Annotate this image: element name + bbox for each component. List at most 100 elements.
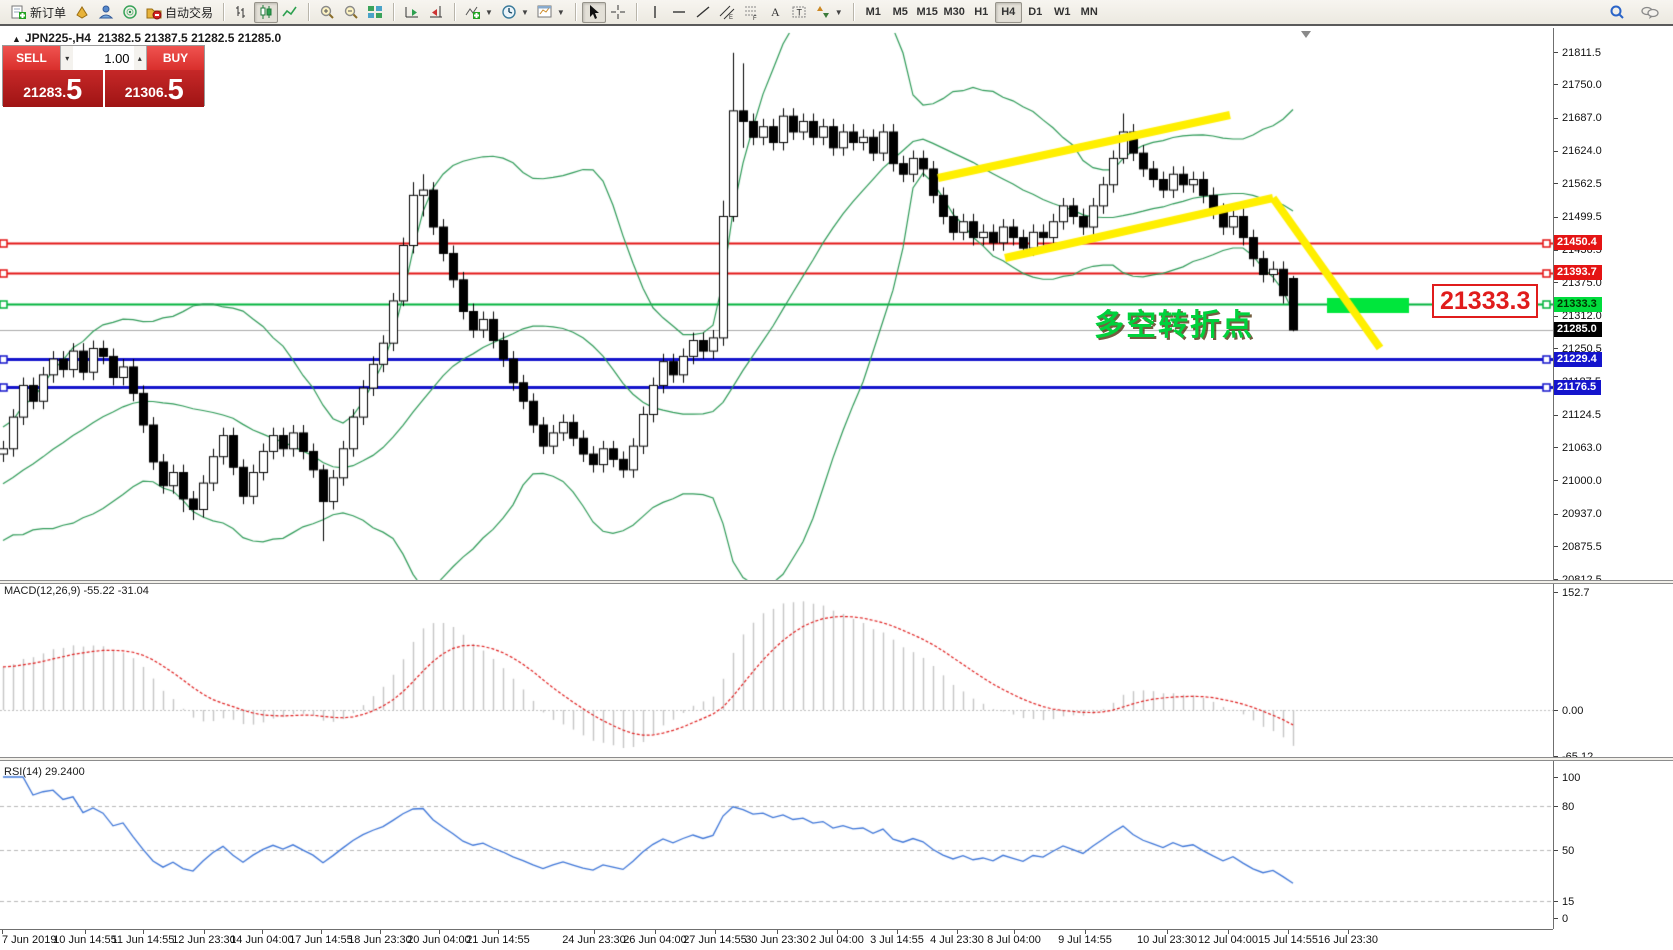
price-callout-box[interactable]: 21333.3 <box>1432 284 1539 318</box>
time-axis-label: 4 Jul 23:30 <box>930 934 984 946</box>
time-axis-label: 26 Jun 04:00 <box>623 934 687 946</box>
price-line-tag[interactable]: 21176.5 <box>1554 379 1602 395</box>
equidistant-channel-button[interactable]: E <box>715 2 739 23</box>
buy-price[interactable]: 21306. 5 <box>104 70 204 107</box>
crosshair-button[interactable] <box>606 2 630 23</box>
dropdown-caret-icon[interactable]: ▼ <box>485 7 493 17</box>
bar-chart-button[interactable] <box>230 2 254 23</box>
cursor-button[interactable] <box>581 1 606 23</box>
volume-input[interactable] <box>73 46 134 70</box>
time-axis-tickmark <box>143 930 144 934</box>
horizontal-line-button[interactable] <box>667 2 691 23</box>
timeframe-h1-button[interactable]: H1 <box>968 2 995 23</box>
price-axis-tick: 20937.0 <box>1554 508 1602 521</box>
timeframe-h4-button[interactable]: H4 <box>994 1 1022 23</box>
text-button[interactable]: A <box>763 2 787 23</box>
time-axis[interactable]: 7 Jun 2019 10 Jun 14:55 11 Jun 14:55 12 Jun… <box>0 929 1553 950</box>
toolbar-group <box>579 0 633 24</box>
button-label: M30 <box>943 6 965 18</box>
crosshair-icon <box>610 4 626 20</box>
trendline-icon <box>695 4 711 20</box>
dropdown-caret-icon[interactable]: ▼ <box>520 7 529 17</box>
dropdown-caret-icon[interactable]: ▼ <box>834 7 843 17</box>
timeframe-m30-button[interactable]: M30 <box>941 2 968 23</box>
candlestick-chart-button[interactable] <box>254 1 279 23</box>
chart-shift-button[interactable] <box>424 2 448 23</box>
price-line-tag[interactable]: 21229.4 <box>1554 351 1602 367</box>
line-chart-button[interactable] <box>278 2 302 23</box>
timeframe-m5-button[interactable]: M5 <box>887 2 914 23</box>
buy-button[interactable]: BUY <box>147 46 204 70</box>
chart-shift-icon <box>428 4 444 20</box>
chart-text-annotation[interactable]: 多空转折点 <box>1094 309 1254 342</box>
signals-button[interactable] <box>118 2 142 23</box>
button-label: W1 <box>1053 6 1071 18</box>
toolbar-separator <box>454 3 456 21</box>
mql-community-button[interactable] <box>94 2 118 23</box>
templates-button[interactable]: ▼ <box>533 2 569 23</box>
dropdown-caret-icon[interactable]: ▼ <box>556 7 565 17</box>
price-line-tag[interactable]: 21333.3 <box>1554 296 1602 312</box>
line-chart-icon <box>282 4 298 20</box>
indicator-axis-tick: 152.7 <box>1554 586 1590 599</box>
arrows-button[interactable]: ▼ <box>811 2 847 23</box>
fibonacci-button[interactable]: F <box>739 2 763 23</box>
price-axis-tick: 21250.5 <box>1554 342 1602 355</box>
time-axis-label: 12 Jun 23:30 <box>172 934 236 946</box>
volume-increase-button[interactable]: ▴ <box>133 46 147 70</box>
toolbar-group <box>397 0 451 24</box>
pane-splitter[interactable] <box>0 757 1673 761</box>
time-axis-label: 30 Jun 23:30 <box>745 934 809 946</box>
timeframe-d1-button[interactable]: D1 <box>1022 2 1049 23</box>
chart-symbol-title: ▲ JPN225-,H4 21382.5 21387.5 21282.5 2128… <box>12 31 281 45</box>
vertical-line-button[interactable] <box>643 2 667 23</box>
collapse-arrow-icon[interactable]: ▲ <box>12 34 21 44</box>
pane-splitter[interactable] <box>0 580 1673 584</box>
chart-window-button[interactable] <box>70 2 94 23</box>
chart-canvas[interactable] <box>0 28 1553 950</box>
horizontal-line-icon <box>671 4 687 20</box>
timeframe-mn-button[interactable]: MN <box>1076 2 1103 23</box>
community-button[interactable] <box>1637 2 1663 23</box>
time-axis-tickmark <box>715 930 716 934</box>
search-button[interactable] <box>1605 2 1629 23</box>
symbol-name: JPN225-,H4 <box>24 31 91 45</box>
price-line-tag[interactable]: 21393.7 <box>1554 265 1602 281</box>
auto-scroll-button[interactable] <box>400 2 424 23</box>
svg-text:E: E <box>729 15 733 20</box>
equidistant-channel-icon: E <box>719 4 735 20</box>
price-axis-tick: 21312.0 <box>1554 310 1602 323</box>
time-axis-tickmark <box>85 930 86 934</box>
button-label: M15 <box>916 6 938 18</box>
time-axis-label: 10 Jun 14:55 <box>53 934 117 946</box>
timeframe-m1-button[interactable]: M1 <box>860 2 887 23</box>
timeframe-w1-button[interactable]: W1 <box>1049 2 1076 23</box>
time-axis-label: 2 Jul 04:00 <box>810 934 864 946</box>
sell-price[interactable]: 21283. 5 <box>3 70 103 107</box>
time-axis-label: 21 Jun 14:55 <box>466 934 530 946</box>
sell-button[interactable]: SELL <box>3 46 60 70</box>
time-axis-tickmark <box>957 930 958 934</box>
price-line-tag[interactable]: 21450.4 <box>1554 235 1602 251</box>
trendline-button[interactable] <box>691 2 715 23</box>
indicators-button[interactable]: ▼ <box>461 2 497 23</box>
macd-values: -55.22 -31.04 <box>83 585 149 597</box>
zoom-out-button[interactable] <box>339 2 363 23</box>
tile-windows-button[interactable] <box>363 2 387 23</box>
price-axis[interactable]: 21811.5 21750.0 21687.0 21624.0 21562.5 21499… <box>1553 28 1673 929</box>
button-label: M5 <box>892 6 908 18</box>
timeframe-m15-button[interactable]: M15 <box>914 2 941 23</box>
periods-button[interactable]: ▼ <box>497 2 533 23</box>
new-order-icon <box>11 4 27 20</box>
tile-windows-icon <box>367 4 383 20</box>
arrows-icon <box>815 4 831 20</box>
chart-window-icon <box>74 4 90 20</box>
price-axis-tick: 21499.5 <box>1554 211 1602 224</box>
price-line-tag[interactable]: 21285.0 <box>1554 322 1602 338</box>
volume-decrease-button[interactable]: ▾ <box>61 46 74 70</box>
auto-trading-button[interactable]: 自动交易 <box>142 2 217 23</box>
text-label-button[interactable]: T <box>787 2 811 23</box>
zoom-in-button[interactable] <box>315 2 339 23</box>
new-order-button[interactable]: 新订单 <box>7 2 70 23</box>
